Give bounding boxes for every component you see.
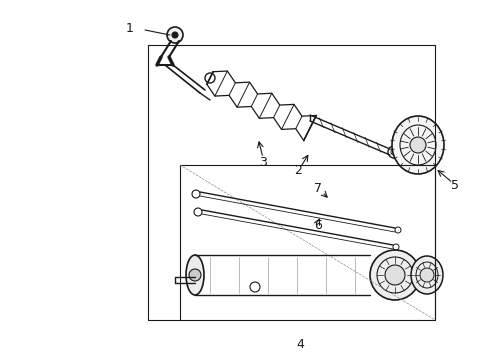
Circle shape — [172, 32, 178, 38]
Ellipse shape — [370, 250, 420, 300]
Text: 2: 2 — [294, 163, 302, 176]
Text: 5: 5 — [451, 179, 459, 192]
Text: 3: 3 — [259, 156, 267, 168]
Circle shape — [385, 265, 405, 285]
Ellipse shape — [411, 256, 443, 294]
Circle shape — [410, 137, 426, 153]
Circle shape — [167, 27, 183, 43]
Ellipse shape — [186, 255, 204, 295]
Circle shape — [189, 269, 201, 281]
Text: 7: 7 — [314, 181, 322, 194]
Ellipse shape — [392, 116, 444, 174]
Text: 4: 4 — [296, 338, 304, 351]
Text: 1: 1 — [126, 22, 134, 35]
Circle shape — [420, 268, 434, 282]
Text: 6: 6 — [314, 219, 322, 231]
